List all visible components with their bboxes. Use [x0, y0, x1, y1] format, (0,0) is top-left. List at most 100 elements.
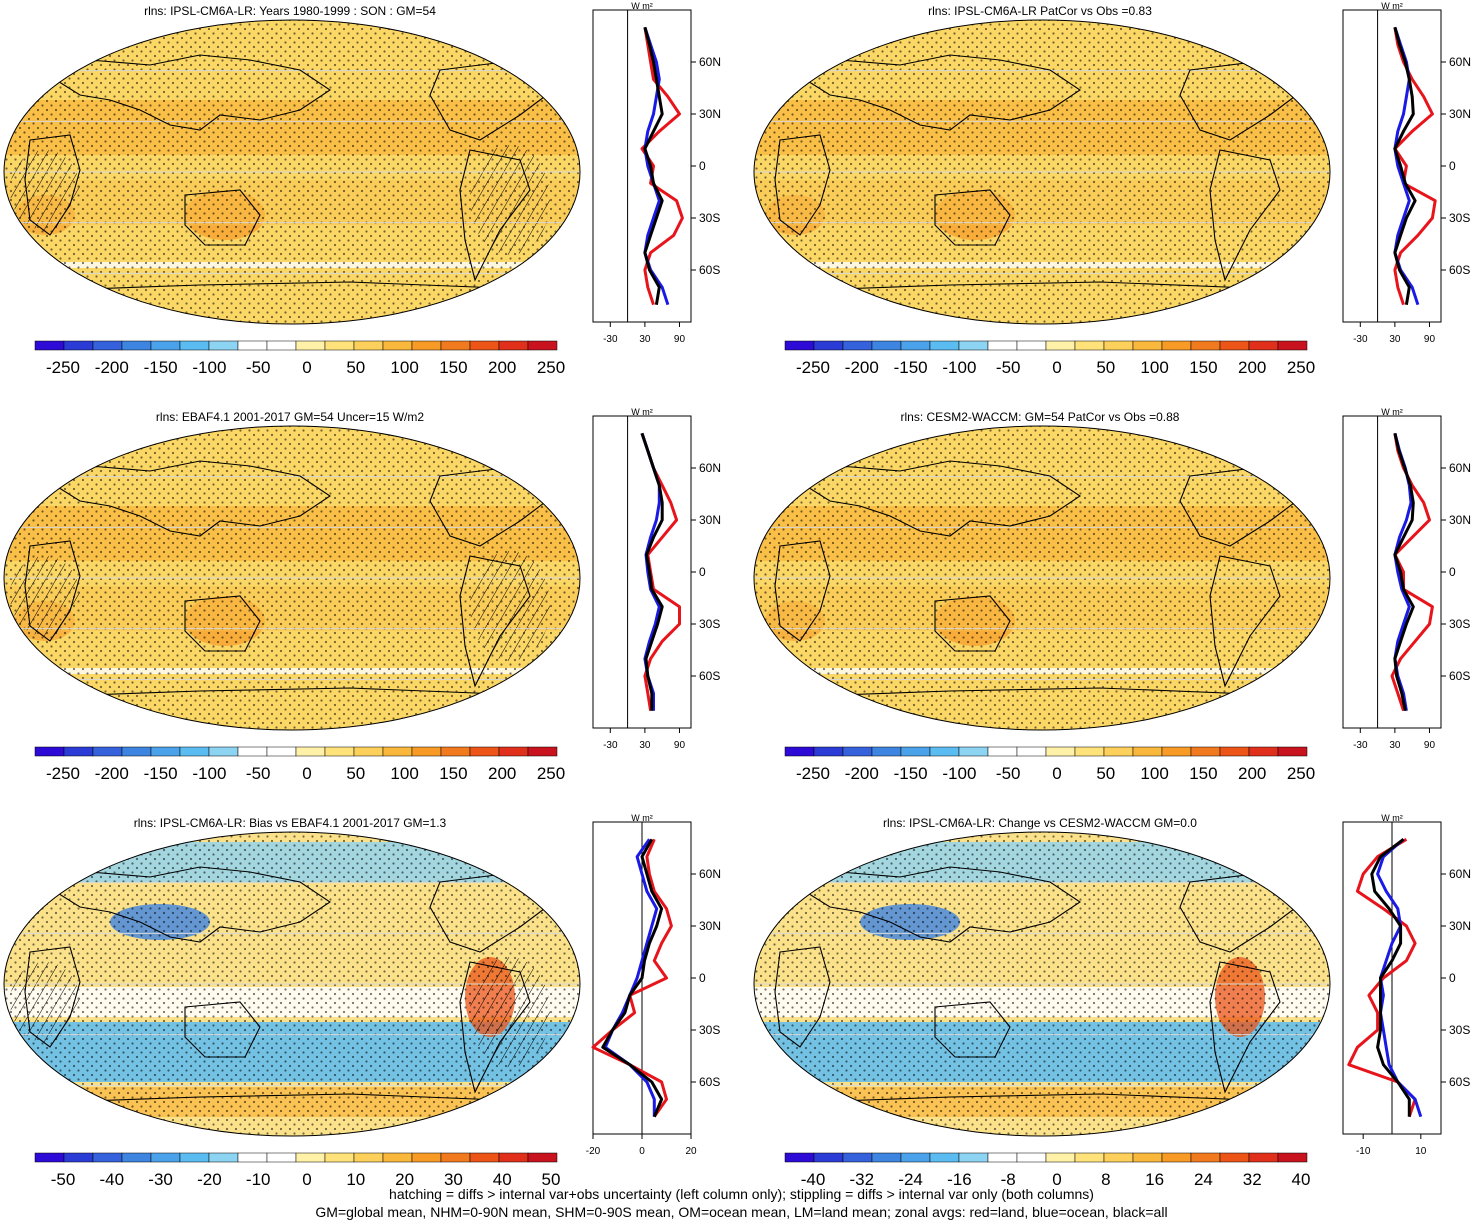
zonal-unit: W m² — [1381, 407, 1403, 417]
lat-tick-label: 60N — [1449, 55, 1471, 69]
x-tick-label: 90 — [1424, 740, 1436, 751]
colorbar-segment — [1074, 340, 1105, 351]
coastline — [24, 946, 81, 1048]
map-outline — [753, 425, 1331, 731]
colorbar-segment — [469, 1152, 500, 1163]
zonal-frame — [592, 415, 692, 729]
colorbar-segment — [1219, 746, 1250, 757]
colorbar-segment — [353, 746, 384, 757]
colorbar-tick-label: 24 — [1194, 1170, 1213, 1189]
zonal-unit: W m² — [631, 1, 653, 11]
colorbar-segment — [871, 746, 902, 757]
colorbar-segment — [411, 340, 442, 351]
coastline — [1209, 149, 1281, 282]
colorbar-segment — [842, 746, 873, 757]
x-tick-label: 90 — [1424, 334, 1436, 345]
x-tick-label: 20 — [685, 1146, 697, 1157]
colorbar-segment — [1103, 1152, 1134, 1163]
zonal-all-line — [1393, 432, 1415, 711]
zonal-panel: W m² 60N 30N 0 30S 60S -30 30 90 — [592, 407, 721, 751]
colorbar-segment — [1045, 746, 1076, 757]
x-tick-label: -30 — [1353, 334, 1368, 345]
colorbar-segment — [1161, 340, 1192, 351]
colorbar-tick-label: 0 — [302, 764, 311, 783]
colorbar-tick-label: 250 — [1287, 764, 1315, 783]
colorbar-segment — [929, 746, 960, 757]
colorbar-segment — [1103, 746, 1134, 757]
x-tick-label: 30 — [639, 740, 651, 751]
colorbar-segment — [527, 340, 558, 351]
colorbar-segment — [1190, 746, 1221, 757]
colorbar-segment — [1016, 746, 1047, 757]
zonal-all-line — [1393, 26, 1417, 305]
lat-tick-label: 30S — [1449, 1023, 1470, 1037]
coastline — [24, 540, 81, 642]
colorbar-segment — [987, 340, 1018, 351]
coastline — [774, 134, 831, 236]
zonal-panel: W m² 60N 30N 0 30S 60S -30 30 90 — [592, 1, 721, 345]
colorbar-tick-label: -20 — [197, 1170, 222, 1189]
footer-legend-note: GM=global mean, NHM=0-90N mean, SHM=0-90… — [315, 1204, 1168, 1220]
colorbar-segment — [958, 1152, 989, 1163]
colorbar-tick-label: 150 — [439, 764, 467, 783]
colorbar-tick-label: -32 — [850, 1170, 875, 1189]
coastline — [1209, 961, 1281, 1094]
colorbar-tick-label: -150 — [894, 764, 928, 783]
colorbar-segment — [813, 746, 844, 757]
colorbar-tick-label: -50 — [246, 358, 271, 377]
x-tick-label: -10 — [1356, 1146, 1371, 1157]
colorbar-tick-label: 10 — [346, 1170, 365, 1189]
coastline — [38, 460, 331, 537]
x-tick-label: 30 — [639, 334, 651, 345]
zonal-land-line — [1347, 838, 1417, 1118]
colorbar-tick-label: 200 — [488, 764, 516, 783]
lat-tick-label: 30S — [699, 617, 720, 631]
coastline — [1209, 555, 1281, 688]
lat-tick-label: 30S — [699, 211, 720, 225]
colorbar-tick-label: 150 — [439, 358, 467, 377]
colorbar-tick-label: -40 — [100, 1170, 125, 1189]
lat-tick-label: 60S — [1449, 669, 1470, 683]
stippling — [754, 426, 1330, 730]
colorbar-segment — [1132, 1152, 1163, 1163]
colorbar-segment — [237, 746, 268, 757]
zonal-frame — [592, 9, 692, 323]
coastline — [184, 1001, 261, 1058]
colorbar-segment — [842, 1152, 873, 1163]
zonal-panel: W m² 60N 30N 0 30S 60S -10 10 — [1342, 813, 1471, 1157]
lat-tick-label: 30N — [699, 919, 721, 933]
colorbar-segment — [1219, 340, 1250, 351]
coastline — [788, 866, 1081, 943]
colorbar-tick-label: -100 — [942, 764, 976, 783]
hatching — [10, 962, 80, 1042]
colorbar-segment — [440, 746, 471, 757]
colorbar-segment — [1074, 746, 1105, 757]
lat-tick-label: 0 — [1449, 159, 1456, 173]
colorbar-segment — [295, 746, 326, 757]
colorbar-segment — [121, 746, 152, 757]
colorbar-segment — [900, 746, 931, 757]
lat-tick-label: 60S — [699, 1075, 720, 1089]
lat-tick-label: 30S — [1449, 211, 1470, 225]
map-field — [754, 832, 1330, 1136]
colorbar-tick-label: -200 — [845, 358, 879, 377]
x-tick-label: -30 — [603, 334, 618, 345]
colorbar-segment — [900, 1152, 931, 1163]
colorbar-segment — [179, 340, 210, 351]
colorbar-segment — [1045, 340, 1076, 351]
zonal-unit: W m² — [1381, 1, 1403, 11]
coastline — [774, 946, 831, 1048]
hatching — [470, 145, 550, 255]
lat-tick-label: 30N — [699, 513, 721, 527]
lat-tick-label: 0 — [699, 565, 706, 579]
zonal-panel: W m² 60N 30N 0 30S 60S -20 0 20 — [586, 813, 721, 1157]
colorbar-segment — [150, 340, 181, 351]
colorbar-segment — [929, 1152, 960, 1163]
colorbar-segment — [784, 746, 815, 757]
map-outline — [3, 19, 581, 325]
coastline — [184, 595, 261, 652]
colorbar-segment — [1190, 340, 1221, 351]
colorbar-segment — [63, 746, 94, 757]
colorbar-segment — [179, 746, 210, 757]
